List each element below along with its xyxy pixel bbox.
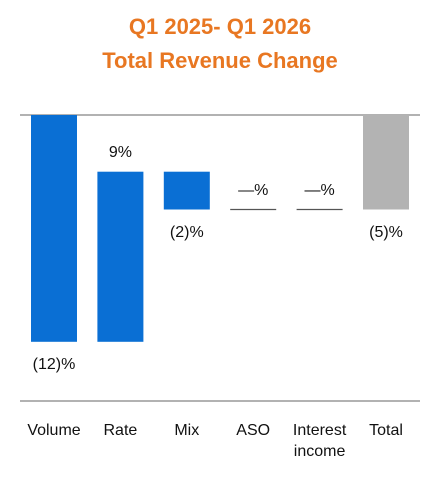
x-tick-label: ASO — [236, 422, 271, 439]
x-tick-label: Volume — [27, 422, 81, 439]
x-tick-label: Total — [369, 422, 403, 439]
x-tick-label: Mix — [174, 422, 200, 439]
bar — [163, 171, 210, 210]
value-label: —% — [238, 181, 269, 199]
value-label: 9% — [108, 143, 132, 161]
x-tick-label: Interest income — [292, 422, 347, 460]
value-label: —% — [304, 181, 335, 199]
value-label: (2)% — [169, 223, 204, 241]
value-label: (12)% — [32, 355, 76, 373]
total-bar — [363, 115, 409, 210]
x-tick-label: Rate — [103, 422, 138, 439]
bar — [31, 115, 77, 342]
chart-subtitle: Total Revenue Change — [102, 48, 338, 73]
value-label: (5)% — [369, 223, 403, 241]
chart-title: Q1 2025- Q1 2026 — [128, 14, 312, 39]
bar — [97, 171, 144, 342]
